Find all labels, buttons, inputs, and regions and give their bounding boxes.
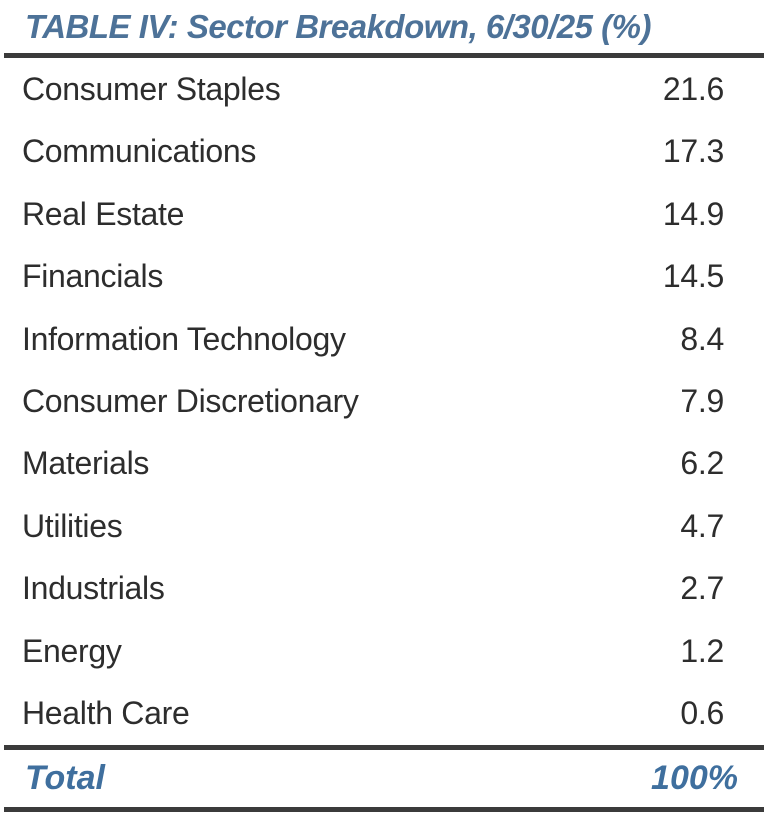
sector-value: 21.6	[662, 70, 724, 107]
table-row: Industrials 2.7	[0, 558, 768, 620]
sector-value: 8.4	[680, 320, 724, 357]
table-row: Real Estate 14.9	[0, 183, 768, 245]
sector-label: Health Care	[22, 695, 190, 732]
sector-label: Real Estate	[22, 195, 185, 232]
sector-value: 4.7	[680, 507, 724, 544]
table-row: Consumer Discretionary 7.9	[0, 370, 768, 432]
sector-label: Communications	[22, 133, 257, 170]
total-label: Total	[25, 759, 105, 797]
title-divider	[4, 53, 764, 58]
sector-label: Industrials	[22, 570, 165, 607]
bottom-divider	[4, 807, 764, 812]
sector-label: Materials	[22, 445, 150, 482]
total-divider	[4, 745, 764, 750]
table-body: Consumer Staples 21.6 Communications 17.…	[0, 58, 768, 745]
sector-label: Consumer Staples	[22, 70, 281, 107]
sector-value: 6.2	[680, 445, 724, 482]
sector-label: Utilities	[22, 507, 123, 544]
table-row: Financials 14.5	[0, 245, 768, 307]
sector-value: 17.3	[662, 133, 724, 170]
sector-value: 0.6	[680, 695, 724, 732]
table-row: Communications 17.3	[0, 120, 768, 182]
table-row: Energy 1.2	[0, 620, 768, 682]
total-row: Total 100%	[0, 750, 768, 807]
sector-label: Energy	[22, 632, 122, 669]
sector-label: Consumer Discretionary	[22, 382, 359, 419]
table-row: Consumer Staples 21.6	[0, 58, 768, 120]
table-row: Information Technology 8.4	[0, 308, 768, 370]
table-title: TABLE IV: Sector Breakdown, 6/30/25 (%)	[25, 8, 652, 45]
sector-value: 1.2	[680, 632, 724, 669]
total-value: 100%	[651, 759, 738, 797]
sector-label: Financials	[22, 258, 164, 295]
table-row: Utilities 4.7	[0, 495, 768, 557]
sector-value: 2.7	[680, 570, 724, 607]
sector-label: Information Technology	[22, 320, 346, 357]
table-row: Health Care 0.6	[0, 683, 768, 745]
sector-value: 14.5	[662, 258, 724, 295]
table-row: Materials 6.2	[0, 433, 768, 495]
sector-value: 7.9	[680, 382, 724, 419]
sector-value: 14.9	[662, 195, 724, 232]
